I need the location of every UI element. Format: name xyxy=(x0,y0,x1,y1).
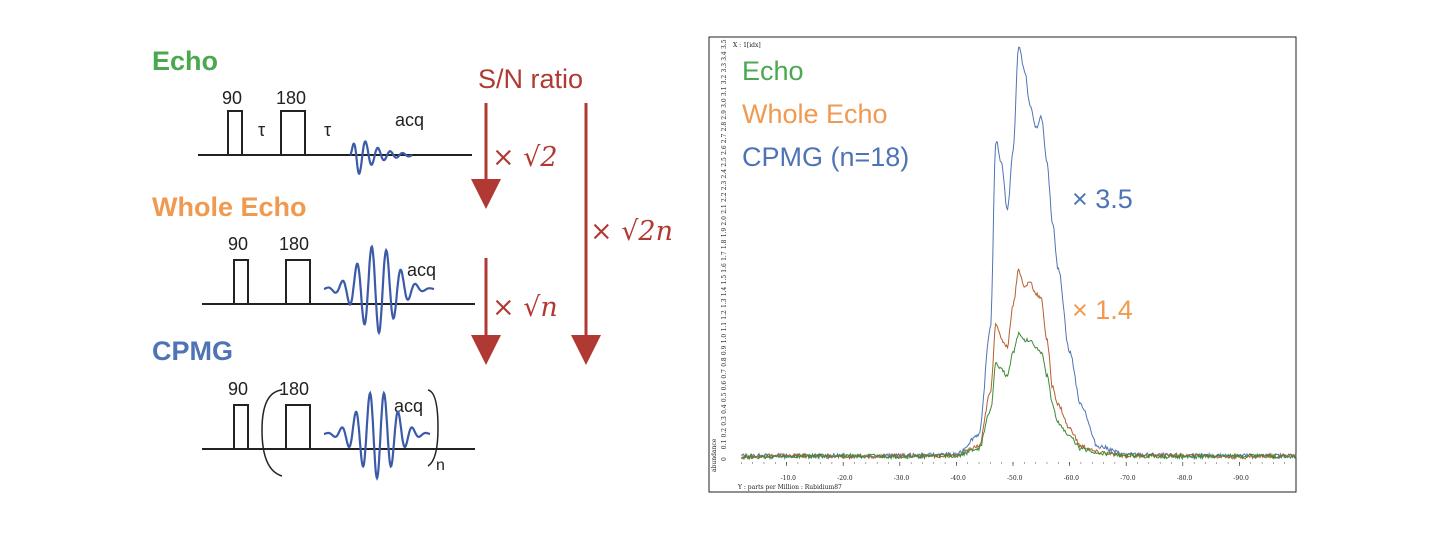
spectrum-traces xyxy=(740,46,1297,461)
sn-ratio-section: S/N ratio × √2 × √n × √2n xyxy=(471,64,673,365)
echo-title: Echo xyxy=(152,46,218,76)
whole-echo-180-label: 180 xyxy=(279,234,309,254)
y-tick-label: 1.9 xyxy=(721,228,728,238)
y-tick-label: 3.3 xyxy=(721,63,728,73)
corner-label: X : 1[idx] xyxy=(733,42,761,49)
whole-echo-90-label: 90 xyxy=(228,234,248,254)
x-tick-label: -80.0 xyxy=(1177,475,1193,482)
x-tick-label: -40.0 xyxy=(950,475,966,482)
y-tick-label: 2.3 xyxy=(721,181,728,191)
y-tick-label: 0.9 xyxy=(721,345,728,355)
y-tick-label: 2.4 xyxy=(721,169,728,179)
y-tick-label: 2.2 xyxy=(721,192,728,202)
cpmg-repeat-n: n xyxy=(436,457,445,474)
y-tick-label: 3.0 xyxy=(721,98,728,108)
echo-sequence: Echo 90 180 τ τ acq xyxy=(152,46,472,175)
echo-acq-label: acq xyxy=(395,110,424,130)
factor-sqrt2n: × √2n xyxy=(590,216,673,247)
y-tick-label: 1.5 xyxy=(721,275,728,285)
cpmg-180-pulse xyxy=(285,404,311,450)
y-tick-label: 1.1 xyxy=(721,322,728,332)
whole-echo-acq-label: acq xyxy=(407,260,436,280)
x-tick-label: -10.0 xyxy=(781,475,797,482)
echo-90-label: 90 xyxy=(222,88,242,108)
y-tick-label: 1.7 xyxy=(721,251,728,261)
echo-180-pulse xyxy=(280,110,306,156)
x-tick-label: -30.0 xyxy=(894,475,910,482)
x-tick-labels: -10.0 -20.0 -30.0 -40.0 -50.0 -60.0 -70.0 -80.0… xyxy=(741,462,1297,482)
echo-fid-wave xyxy=(349,140,413,175)
y-tick-label: 0.7 xyxy=(721,369,728,379)
echo-90-pulse xyxy=(227,110,243,156)
cpmg-acq-label: acq xyxy=(394,396,423,416)
sn-ratio-title: S/N ratio xyxy=(478,64,583,94)
y-tick-label: 0 xyxy=(721,457,728,461)
y-tick-label: 0.8 xyxy=(721,357,728,367)
cpmg-sequence: CPMG 90 180 acq n xyxy=(152,336,475,481)
y-tick-label: 1.8 xyxy=(721,239,728,249)
y-tick-label: 1.4 xyxy=(721,286,728,296)
y-tick-label: 0.5 xyxy=(721,392,728,402)
y-axis-label: abundance xyxy=(711,438,718,472)
cpmg-left-bracket xyxy=(261,389,283,477)
y-tick-label: 2.9 xyxy=(721,110,728,120)
whole-echo-90-pulse xyxy=(233,259,249,305)
echo-180-label: 180 xyxy=(276,88,306,108)
echo-tau-2: τ xyxy=(324,120,331,140)
y-tick-label: 0.2 xyxy=(721,428,728,438)
y-tick-label: 2.5 xyxy=(721,157,728,167)
y-tick-label: 0.4 xyxy=(721,404,728,414)
x-axis-label: Y : parts per Million : Rubidium87 xyxy=(737,484,842,491)
factor-sqrt2: × √2 xyxy=(492,142,558,173)
y-tick-label: 0.6 xyxy=(721,381,728,391)
cpmg-wave xyxy=(323,390,431,481)
gain-cpmg: × 3.5 xyxy=(1072,184,1133,214)
x-tick-label: -50.0 xyxy=(1007,475,1023,482)
y-tick-label: 3.1 xyxy=(721,87,728,97)
cpmg-90-pulse xyxy=(233,404,249,450)
y-tick-label: 3.4 xyxy=(721,51,728,61)
series-line-echo xyxy=(741,331,1297,461)
y-tick-label: 0.3 xyxy=(721,416,728,426)
y-tick-label: 2.0 xyxy=(721,216,728,226)
echo-tau-1: τ xyxy=(258,120,265,140)
x-tick-label: -90.0 xyxy=(1233,475,1249,482)
y-tick-label: 2.1 xyxy=(721,204,728,214)
y-tick-label: 1.2 xyxy=(721,310,728,320)
cpmg-180-label: 180 xyxy=(279,379,309,399)
y-tick-label: 1.0 xyxy=(721,334,728,344)
cpmg-90-label: 90 xyxy=(228,379,248,399)
legend-cpmg: CPMG (n=18) xyxy=(742,142,909,172)
y-tick-label: 0.1 xyxy=(721,440,728,450)
y-tick-label: 2.6 xyxy=(721,145,728,155)
gain-whole-echo: × 1.4 xyxy=(1072,295,1133,325)
whole-echo-title: Whole Echo xyxy=(152,192,307,222)
y-tick-label: 3.5 xyxy=(721,39,728,49)
whole-echo-sequence: Whole Echo 90 180 acq xyxy=(152,192,475,336)
y-tick-label: 2.7 xyxy=(721,133,728,143)
cpmg-right-bracket xyxy=(427,389,439,467)
x-tick-label: -20.0 xyxy=(837,475,853,482)
legend-echo: Echo xyxy=(742,56,804,86)
factor-sqrtn: × √n xyxy=(492,292,558,323)
y-tick-label: 3.2 xyxy=(721,75,728,85)
spectrum-panel: X : 1[idx] abundance 0 0.1 0.2 0.3 0.4 0.50.6… xyxy=(708,36,1297,493)
whole-echo-180-pulse xyxy=(285,259,311,305)
y-tick-label: 1.6 xyxy=(721,263,728,273)
y-tick-label: 1.3 xyxy=(721,298,728,308)
x-tick-label: -60.0 xyxy=(1064,475,1080,482)
legend-whole-echo: Whole Echo xyxy=(742,99,888,129)
whole-echo-wave xyxy=(323,244,435,336)
spectrum-frame xyxy=(708,36,1297,493)
y-tick-labels: 0 0.1 0.2 0.3 0.4 0.50.6 0.7 0.8 0.91.0 1.1 1.2 1.3… xyxy=(721,39,728,461)
cpmg-title: CPMG xyxy=(152,336,233,366)
y-tick-label: 2.8 xyxy=(721,122,728,132)
x-tick-label: -70.0 xyxy=(1120,475,1136,482)
